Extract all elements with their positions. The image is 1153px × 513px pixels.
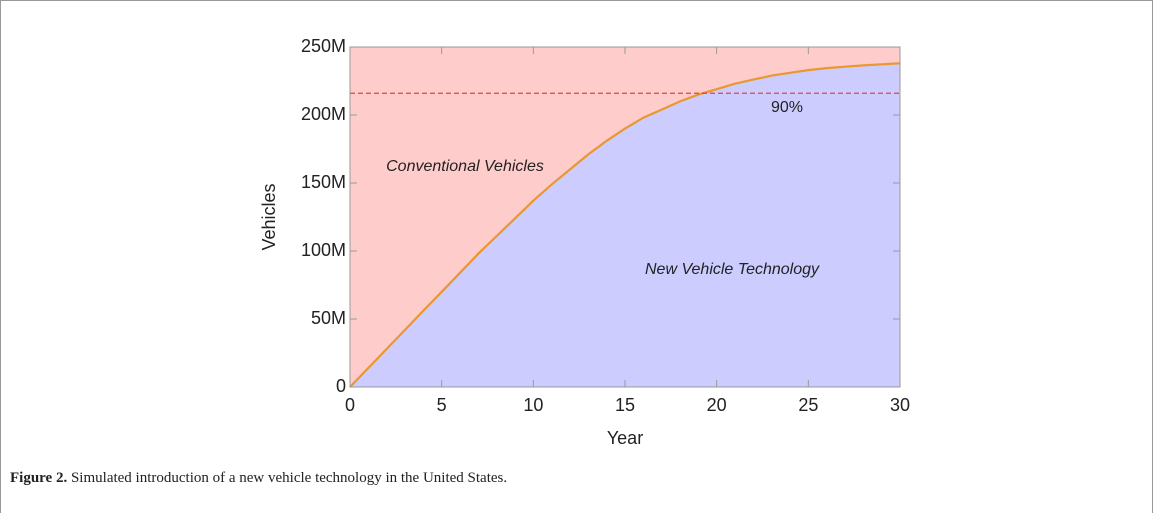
- y-tick-label: 0: [336, 376, 346, 396]
- caption-text: Simulated introduction of a new vehicle …: [71, 470, 507, 486]
- caption-label: Figure 2.: [10, 470, 67, 486]
- threshold-label: 90%: [771, 99, 803, 116]
- region-label: New Vehicle Technology: [645, 261, 820, 278]
- y-tick-label: 50M: [311, 308, 346, 328]
- x-tick-label: 20: [707, 395, 727, 415]
- x-tick-label: 25: [798, 395, 818, 415]
- x-tick-label: 15: [615, 395, 635, 415]
- plot: 0 5 10 15 20 25 30 0 50M 100M 150M 200M 250M: [301, 36, 910, 415]
- line: [349, 62, 901, 388]
- region-label: Conventional Vehicles: [386, 158, 544, 175]
- x-axis-label: Year: [607, 428, 643, 448]
- x-tick-label: 0: [345, 395, 355, 415]
- y-tick-label: 150M: [301, 172, 346, 192]
- x-tick-label: 10: [523, 395, 543, 415]
- x-tick-label: 30: [890, 395, 910, 415]
- y-tick-label: 100M: [301, 240, 346, 260]
- y-tick-label: 250M: [301, 36, 346, 56]
- y-tick-label: 200M: [301, 104, 346, 124]
- caption: Figure 2. Simulated introduction of a ne…: [10, 470, 507, 486]
- y-axis-label: Vehicles: [259, 183, 279, 250]
- area: [350, 63, 900, 388]
- x-tick-label: 5: [437, 395, 447, 415]
